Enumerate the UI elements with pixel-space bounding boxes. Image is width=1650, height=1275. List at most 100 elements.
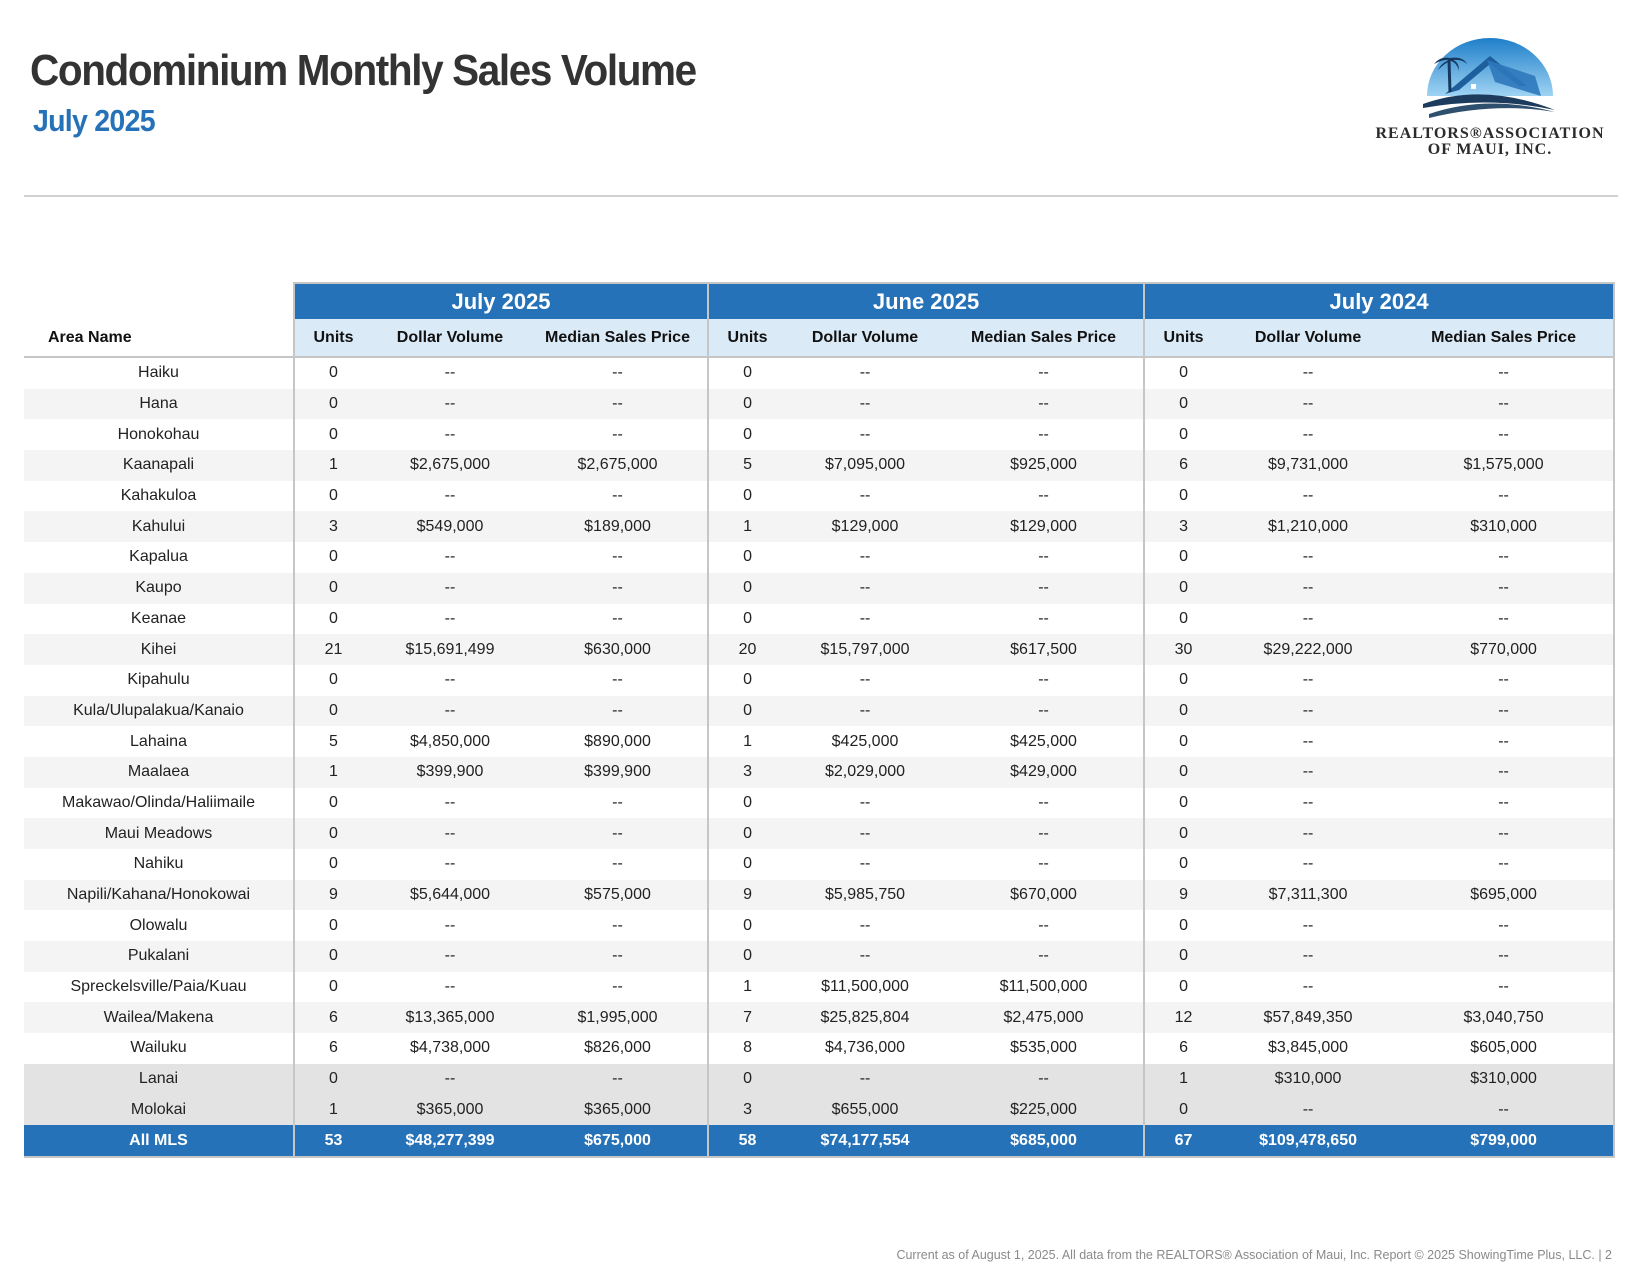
table-cell: 1	[293, 756, 372, 788]
table-cell: --	[1222, 849, 1395, 880]
column-header: Dollar Volume	[1222, 319, 1395, 358]
area-name-cell: Molokai	[24, 1094, 294, 1126]
table-cell: 0	[1143, 787, 1223, 819]
table-cell: 0	[707, 572, 787, 604]
area-name-cell: Kahakuloa	[24, 480, 294, 512]
table-cell: 6	[293, 1002, 372, 1034]
table-cell: --	[1394, 756, 1616, 788]
table-cell: 1	[293, 1094, 372, 1126]
column-header: Units	[1143, 319, 1223, 358]
table-cell: 3	[707, 1094, 787, 1126]
area-name-cell: Makawao/Olinda/Haliimaile	[24, 787, 294, 819]
table-cell: 21	[293, 634, 372, 665]
table-cell: $4,738,000	[372, 1033, 528, 1064]
area-name-cell: Kaanapali	[24, 450, 294, 481]
table-cell: --	[372, 603, 528, 635]
table-cell: $2,675,000	[372, 450, 528, 481]
table-cell: 0	[707, 1063, 787, 1095]
table-cell: --	[528, 941, 709, 972]
table-cell: 6	[1143, 1033, 1223, 1064]
table-row: Spreckelsville/Paia/Kuau 0 -- -- 1 $11,500,00…	[24, 971, 1616, 1003]
table-cell: --	[372, 695, 528, 727]
table-cell: $189,000	[528, 511, 709, 543]
table-cell: $9,731,000	[1222, 450, 1395, 481]
table-cell: 0	[293, 542, 372, 573]
area-name-cell: Honokohau	[24, 419, 294, 451]
table-cell: --	[372, 419, 528, 451]
table-cell: --	[528, 572, 709, 604]
table-cell: $770,000	[1394, 634, 1616, 665]
table-cell: 9	[707, 879, 787, 911]
table-cell: $15,797,000	[786, 634, 945, 665]
table-cell: $3,845,000	[1222, 1033, 1395, 1064]
area-name-cell: Napili/Kahana/Honokowai	[24, 879, 294, 911]
table-cell: 0	[707, 695, 787, 727]
table-cell: $48,277,399	[372, 1125, 528, 1159]
table-cell: 0	[293, 664, 372, 696]
table-cell: $5,985,750	[786, 879, 945, 911]
area-name-cell: Olowalu	[24, 910, 294, 942]
group-header-row: July 2025 June 2025 July 2024	[24, 282, 1616, 319]
table-cell: 0	[1143, 695, 1223, 727]
table-cell: --	[786, 419, 945, 451]
table-cell: 0	[1143, 726, 1223, 757]
table-cell: 53	[293, 1125, 372, 1159]
table-cell: 6	[293, 1033, 372, 1064]
table-cell: 12	[1143, 1002, 1223, 1034]
table-cell: --	[528, 542, 709, 573]
table-cell: 0	[1143, 818, 1223, 849]
table-cell: --	[944, 941, 1145, 972]
table-cell: --	[528, 910, 709, 942]
table-cell: 1	[707, 726, 787, 757]
table-cell: 1	[293, 450, 372, 481]
table-cell: $3,040,750	[1394, 1002, 1616, 1034]
table-cell: 0	[293, 1063, 372, 1095]
table-row: Maui Meadows 0 -- -- 0 -- -- 0 -- --	[24, 818, 1616, 849]
table-cell: --	[1394, 726, 1616, 757]
table-cell: $799,000	[1394, 1125, 1616, 1159]
sales-table: July 2025 June 2025 July 2024 Area Name …	[24, 282, 1616, 1159]
table-cell: 0	[293, 480, 372, 512]
table-cell: 0	[1143, 1094, 1223, 1126]
table-cell: 0	[1143, 542, 1223, 573]
table-cell: $5,644,000	[372, 879, 528, 911]
table-cell: 0	[293, 787, 372, 819]
table-cell: --	[528, 480, 709, 512]
table-cell: --	[786, 480, 945, 512]
table-cell: 0	[293, 388, 372, 420]
table-row: Hana 0 -- -- 0 -- -- 0 -- --	[24, 388, 1616, 420]
table-cell: --	[944, 1063, 1145, 1095]
table-cell: --	[944, 357, 1145, 389]
table-cell: --	[372, 971, 528, 1003]
table-row: Kaupo 0 -- -- 0 -- -- 0 -- --	[24, 572, 1616, 604]
area-name-cell: Maui Meadows	[24, 818, 294, 849]
table-cell: 0	[293, 971, 372, 1003]
table-cell: --	[1394, 419, 1616, 451]
table-cell: --	[786, 357, 945, 389]
table-cell: --	[944, 419, 1145, 451]
table-cell: --	[1222, 357, 1395, 389]
table-cell: 20	[707, 634, 787, 665]
table-cell: --	[1222, 419, 1395, 451]
table-row: Molokai 1 $365,000 $365,000 3 $655,000 $225,00…	[24, 1094, 1616, 1126]
table-cell: --	[1394, 910, 1616, 942]
table-cell: 0	[707, 388, 787, 420]
table-row: Kapalua 0 -- -- 0 -- -- 0 -- --	[24, 542, 1616, 573]
table-cell: --	[528, 787, 709, 819]
table-cell: --	[1394, 695, 1616, 727]
table-cell: 0	[707, 787, 787, 819]
table-cell: 0	[293, 910, 372, 942]
table-cell: 0	[707, 849, 787, 880]
table-cell: --	[944, 787, 1145, 819]
area-name-cell: Lanai	[24, 1063, 294, 1095]
association-logo: REALTORS®ASSOCIATION OF MAUI, INC.	[1370, 34, 1610, 164]
table-cell: $25,825,804	[786, 1002, 945, 1034]
table-cell: $129,000	[786, 511, 945, 543]
table-cell: 0	[293, 603, 372, 635]
table-cell: --	[1394, 542, 1616, 573]
table-row: Kihei 21 $15,691,499 $630,000 20 $15,797,000 $…	[24, 634, 1616, 665]
table-cell: $685,000	[944, 1125, 1145, 1159]
group-header-blank	[24, 283, 294, 319]
column-header: Dollar Volume	[786, 319, 945, 358]
table-cell: --	[372, 357, 528, 389]
